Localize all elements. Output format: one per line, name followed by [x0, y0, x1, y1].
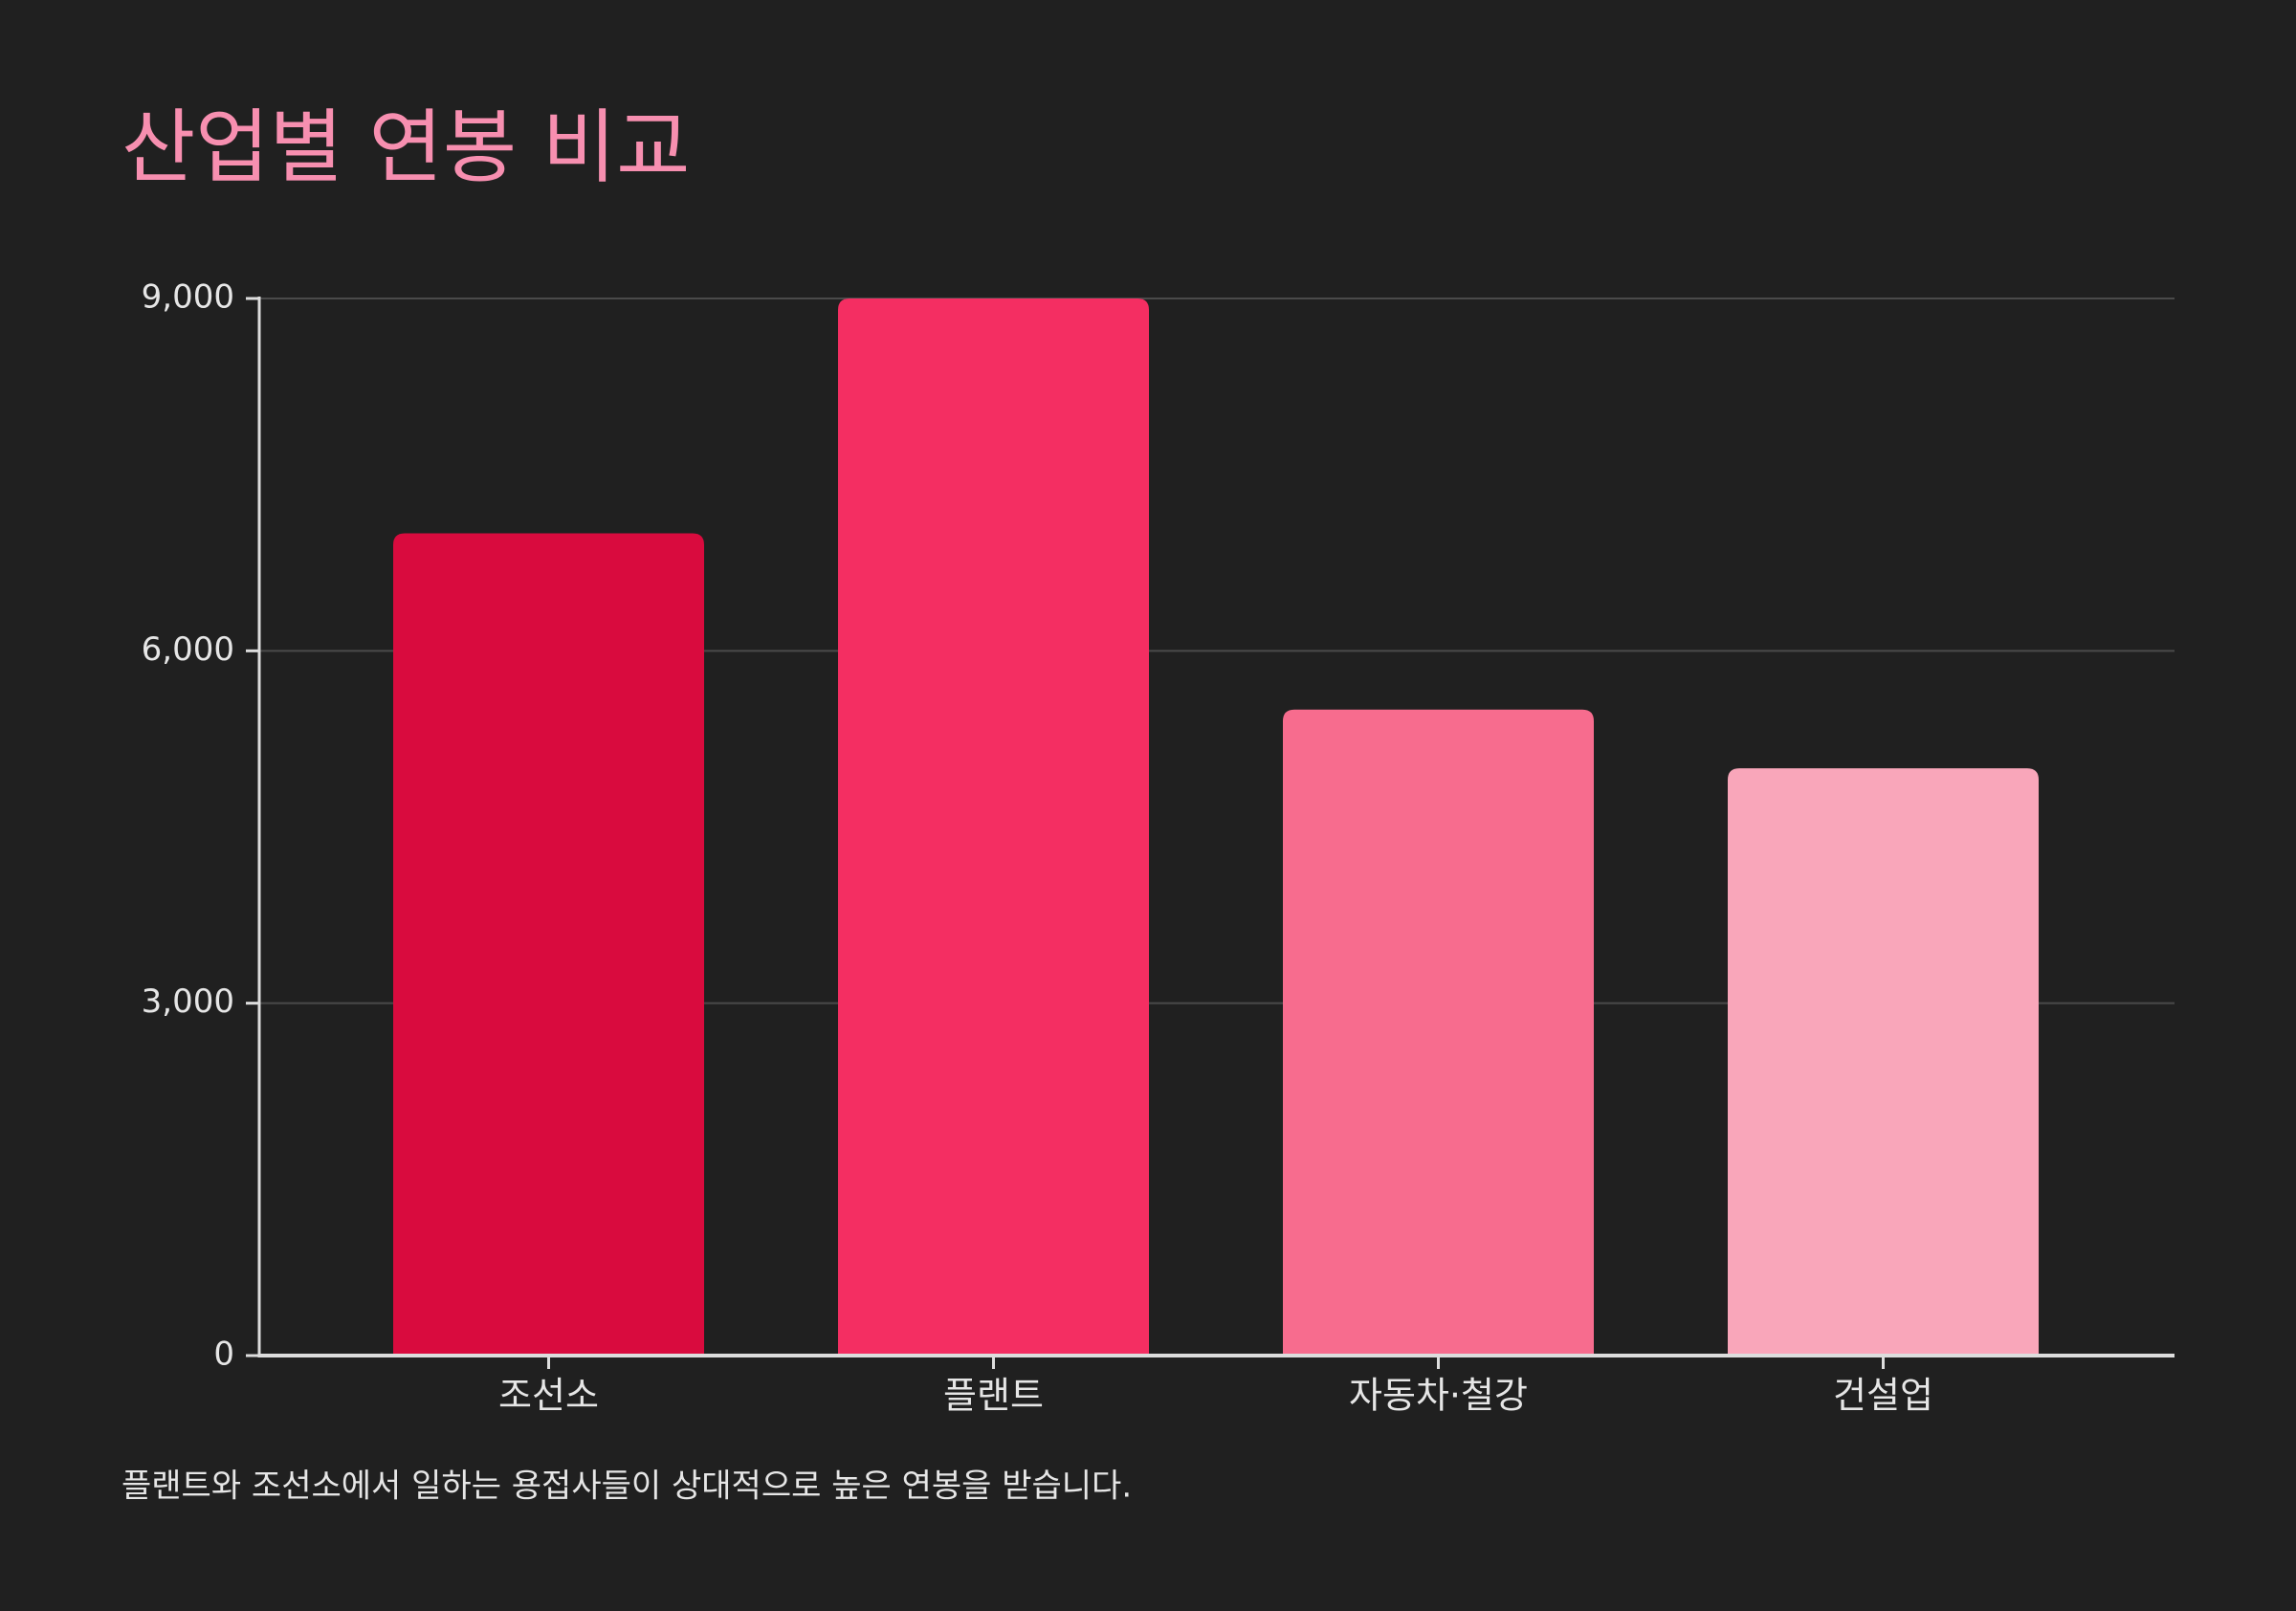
- bar: [1283, 709, 1594, 1356]
- y-tick-label: 0: [213, 1335, 234, 1374]
- x-tick-label: 자동차·철강: [1349, 1375, 1528, 1417]
- bar: [838, 298, 1149, 1356]
- chart-title: 산업별 연봉 비교: [121, 100, 690, 194]
- y-tick-label: 9,000: [142, 278, 234, 317]
- bar: [393, 533, 704, 1356]
- x-tick-label: 플랜트: [943, 1375, 1044, 1417]
- bar: [1728, 768, 2039, 1356]
- caption: 플랜트와 조선소에서 일하는 용접사들이 상대적으로 높은 연봉을 받습니다.: [121, 1468, 1132, 1506]
- x-tick-label: 조선소: [498, 1375, 599, 1417]
- y-tick-label: 6,000: [142, 630, 234, 669]
- y-tick-label: 3,000: [142, 982, 234, 1021]
- x-tick-label: 건설업: [1833, 1375, 1933, 1417]
